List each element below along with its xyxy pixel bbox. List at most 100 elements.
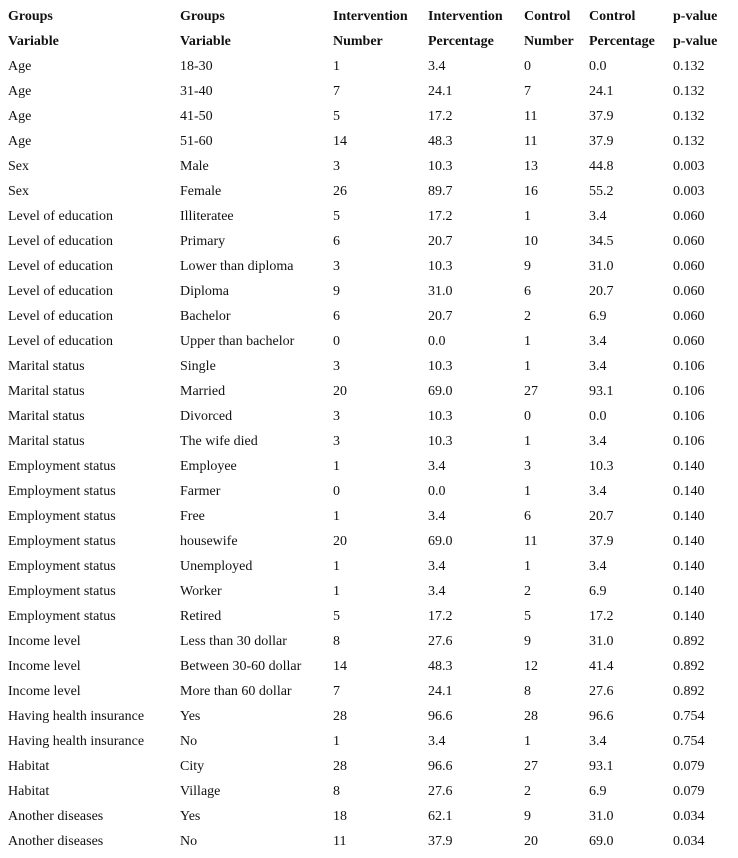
table-cell: Habitat	[8, 759, 50, 774]
table-cell: 27	[524, 759, 538, 774]
table-cell: Level of education	[8, 209, 113, 224]
table-cell: 0.140	[673, 534, 705, 549]
table-cell: Level of education	[8, 284, 113, 299]
table-cell: 1	[524, 334, 531, 349]
table-cell: 20.7	[589, 509, 614, 524]
table-cell: 28	[333, 759, 347, 774]
table-cell: 28	[524, 709, 538, 724]
table-cell: 3.4	[589, 484, 607, 499]
table-cell: 10.3	[428, 359, 453, 374]
table-cell: Employment status	[8, 484, 116, 499]
table-cell: 48.3	[428, 659, 453, 674]
table-cell: 3.4	[589, 734, 607, 749]
table-cell: 31.0	[428, 284, 453, 299]
table-cell: 3.4	[589, 359, 607, 374]
table-cell: 0.060	[673, 284, 705, 299]
table-cell: Married	[180, 384, 226, 399]
table-cell: Male	[180, 159, 209, 174]
table-cell: Employment status	[8, 509, 116, 524]
table-cell: 0.140	[673, 509, 705, 524]
table-cell: 41-50	[180, 109, 213, 124]
table-cell: 7	[524, 84, 531, 99]
table-cell: 1	[524, 734, 531, 749]
table-cell: 3	[333, 159, 340, 174]
table-cell: 0.106	[673, 384, 705, 399]
table-cell: 9	[333, 284, 340, 299]
table-cell: 0.003	[673, 159, 705, 174]
table-cell: 3	[333, 409, 340, 424]
table-cell: Income level	[8, 634, 81, 649]
table-cell: 0.106	[673, 409, 705, 424]
table-cell: Age	[8, 59, 32, 74]
table-cell: 1	[333, 59, 340, 74]
table-cell: 18-30	[180, 59, 213, 74]
table-cell: 3.4	[589, 209, 607, 224]
table-cell: 31-40	[180, 84, 213, 99]
table-cell: 11	[524, 109, 538, 124]
header-cell: Variable	[8, 34, 59, 49]
table-cell: Employment status	[8, 534, 116, 549]
table-cell: 0.034	[673, 809, 705, 824]
table-cell: 6.9	[589, 584, 607, 599]
table-cell: Level of education	[8, 234, 113, 249]
table-cell: 11	[333, 834, 347, 849]
table-cell: 0	[333, 484, 340, 499]
header-cell: Percentage	[589, 34, 655, 49]
header-cell: p-value	[673, 9, 718, 24]
table-cell: 0.060	[673, 234, 705, 249]
table-cell: 13	[524, 159, 538, 174]
table-cell: 1	[524, 434, 531, 449]
table-cell: 0.0	[589, 409, 607, 424]
table-cell: Lower than diploma	[180, 259, 294, 274]
table-cell: 0.892	[673, 634, 705, 649]
table-cell: Single	[180, 359, 216, 374]
header-cell: p-value	[673, 34, 718, 49]
table-cell: 20.7	[589, 284, 614, 299]
table-cell: 3.4	[428, 509, 446, 524]
table-cell: Less than 30 dollar	[180, 634, 287, 649]
table-cell: 0	[524, 409, 531, 424]
table-cell: 11	[524, 534, 538, 549]
table-cell: 16	[524, 184, 538, 199]
table-cell: 9	[524, 809, 531, 824]
table-cell: 1	[524, 559, 531, 574]
table-cell: Primary	[180, 234, 226, 249]
table-cell: 6	[333, 234, 340, 249]
table-cell: 3.4	[428, 459, 446, 474]
table-cell: Unemployed	[180, 559, 253, 574]
table-cell: 14	[333, 659, 347, 674]
table-cell: 1	[524, 359, 531, 374]
table-cell: 18	[333, 809, 347, 824]
table-cell: 1	[524, 484, 531, 499]
table-cell: 10.3	[428, 259, 453, 274]
table-cell: Having health insurance	[8, 709, 145, 724]
table-cell: 11	[524, 134, 538, 149]
table-cell: 51-60	[180, 134, 213, 149]
table-cell: 8	[333, 634, 340, 649]
table-cell: 17.2	[428, 109, 453, 124]
table-cell: Diploma	[180, 284, 229, 299]
table-cell: 37.9	[589, 109, 614, 124]
table-cell: Marital status	[8, 409, 85, 424]
table-cell: 69.0	[428, 384, 453, 399]
table-cell: Level of education	[8, 309, 113, 324]
table-cell: 93.1	[589, 384, 614, 399]
table-cell: 20	[333, 384, 347, 399]
header-cell: Variable	[180, 34, 231, 49]
table-cell: 0.754	[673, 734, 705, 749]
table-cell: 0.060	[673, 259, 705, 274]
table-cell: 2	[524, 584, 531, 599]
table-cell: 0.0	[428, 484, 446, 499]
table-cell: Another diseases	[8, 834, 104, 849]
table-cell: 3.4	[589, 559, 607, 574]
table-cell: Retired	[180, 609, 222, 624]
table-cell: 89.7	[428, 184, 453, 199]
table-cell: 3.4	[428, 559, 446, 574]
table-cell: No	[180, 834, 198, 849]
header-cell: Control	[589, 9, 636, 24]
table-cell: 24.1	[428, 84, 453, 99]
table-cell: 69.0	[428, 534, 453, 549]
table-cell: Worker	[180, 584, 222, 599]
table-cell: Marital status	[8, 434, 85, 449]
header-cell: Groups	[8, 9, 53, 24]
